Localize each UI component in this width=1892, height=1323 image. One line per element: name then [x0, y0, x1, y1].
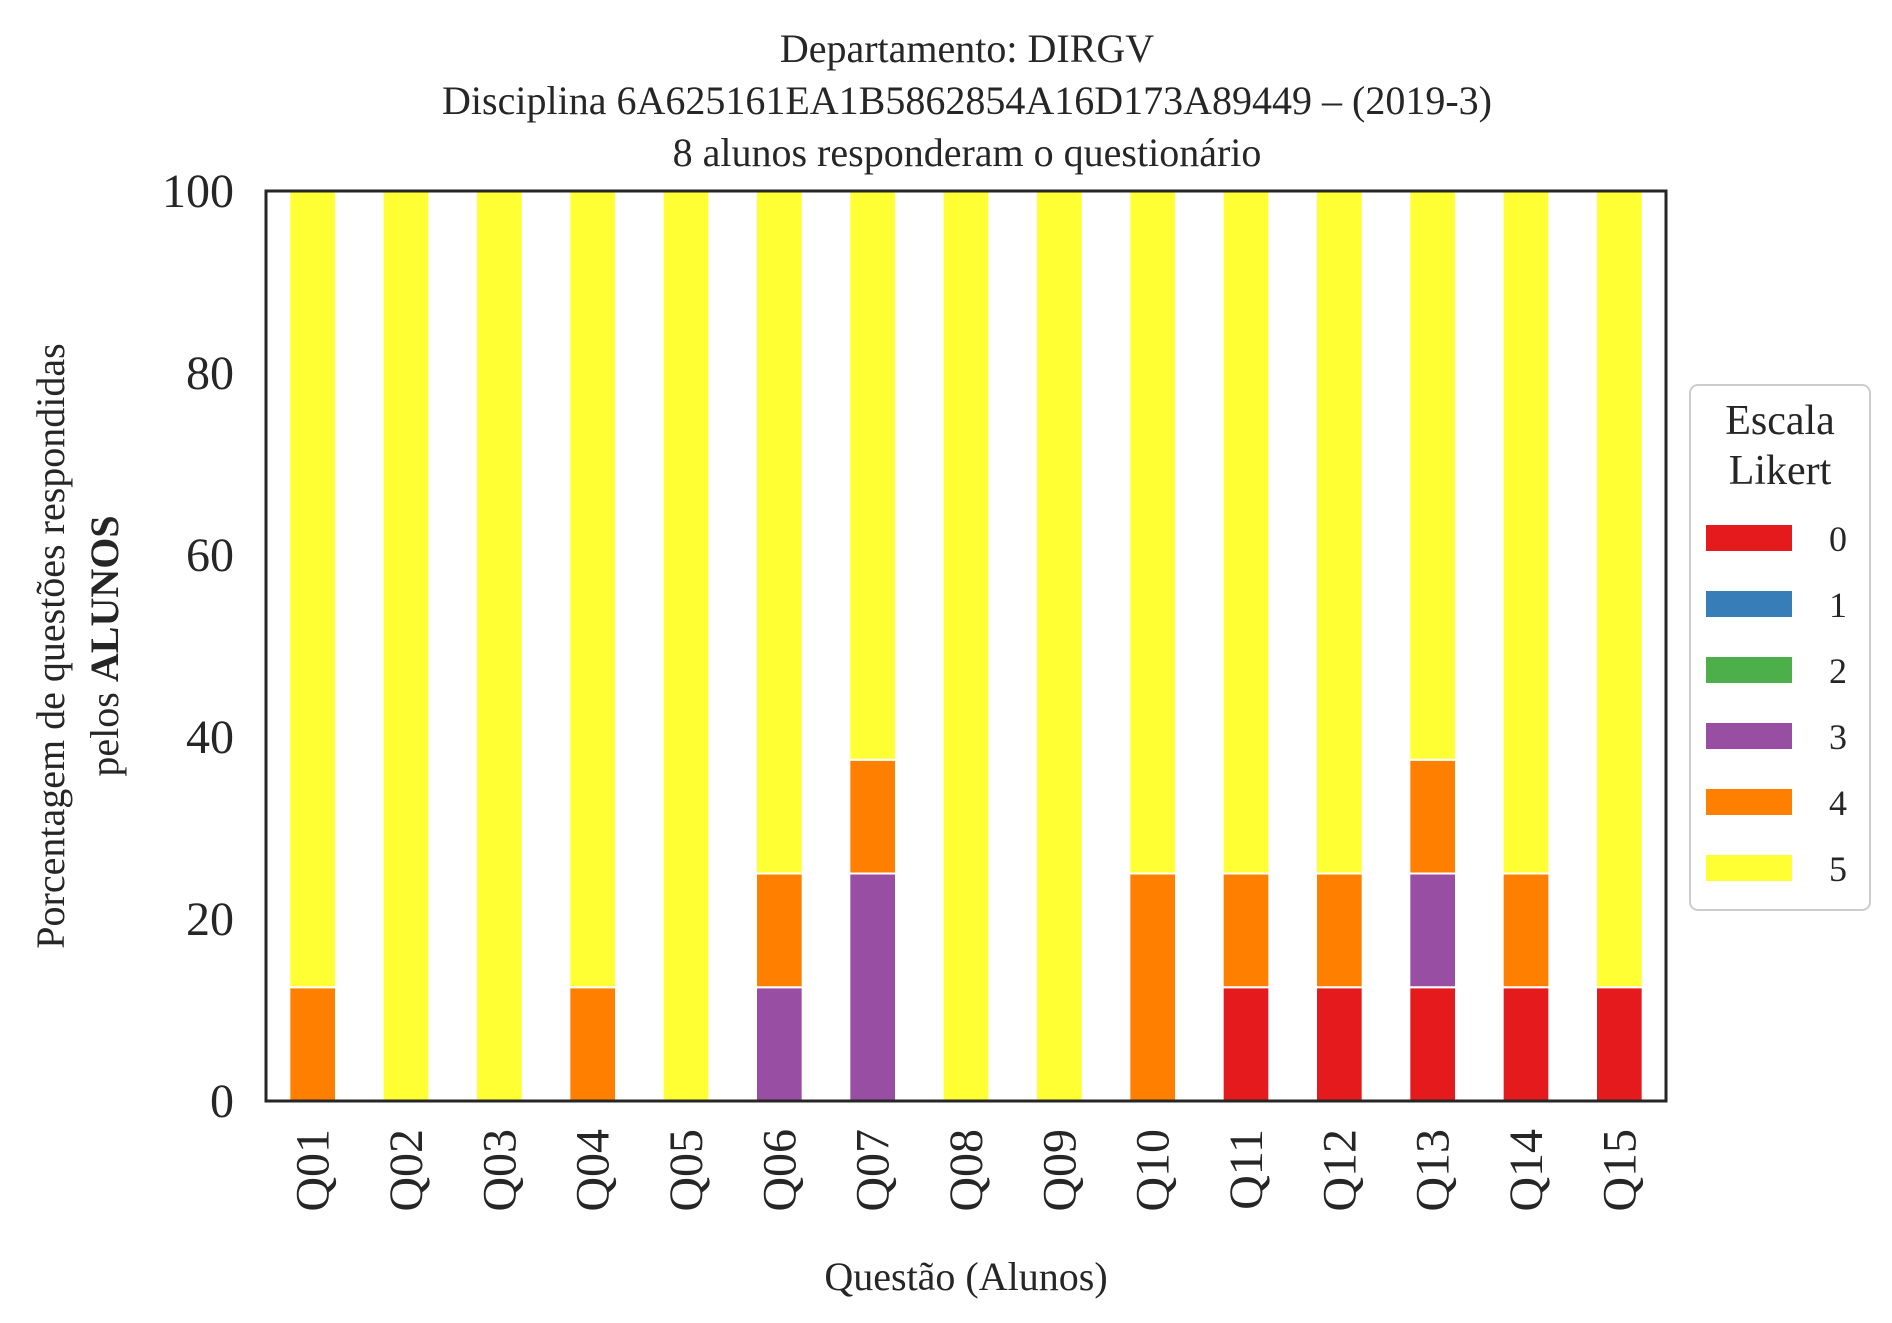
y-axis-ticks: 0 20 40 60 80 100 [162, 165, 234, 1128]
bar-q03-level-5 [475, 190, 524, 1102]
legend-frame [1689, 384, 1871, 911]
y-tick-label: 60 [186, 529, 234, 582]
legend-swatch-1 [1706, 591, 1792, 617]
legend-label-4: 4 [1829, 783, 1847, 823]
title-line-2: Disciplina 6A625161EA1B5862854A16D173A89… [442, 78, 1492, 123]
x-tick-label: Q06 [753, 1129, 806, 1212]
bar-q14-level-0 [1501, 986, 1551, 1102]
bar-q01-level-4 [288, 986, 338, 1102]
y-axis-label: Porcentagem de questões respondidas pelo… [28, 343, 127, 948]
x-tick-label: Q05 [660, 1129, 713, 1212]
bar-q13-level-0 [1408, 986, 1458, 1102]
y-axis-label-prefix: pelos [82, 682, 127, 776]
bar-q10-level-4 [1128, 872, 1178, 1102]
y-axis-label-line-1: Porcentagem de questões respondidas [28, 343, 73, 948]
bar-q11-level-0 [1221, 986, 1271, 1102]
x-tick-label: Q14 [1500, 1129, 1553, 1212]
legend-label-2: 2 [1829, 651, 1847, 691]
plot-area-frame [264, 189, 1668, 1103]
x-tick-label: Q10 [1127, 1129, 1180, 1212]
x-tick-label: Q04 [567, 1129, 620, 1212]
bar-q01-level-5 [288, 190, 338, 989]
x-tick-label: Q02 [380, 1129, 433, 1212]
y-tick-label: 0 [210, 1075, 234, 1128]
y-tick-label: 100 [162, 165, 234, 218]
legend-swatch-0 [1706, 525, 1792, 551]
x-tick-label: Q03 [473, 1129, 526, 1212]
y-axis-label-line-2: pelos ALUNOS [82, 515, 127, 776]
y-tick-label: 20 [186, 893, 234, 946]
y-tick-label: 40 [186, 711, 234, 764]
bar-q04-level-4 [568, 986, 617, 1102]
bars [288, 190, 1644, 1102]
legend-title-line-2: Likert [1729, 448, 1832, 494]
legend-swatch-3 [1706, 723, 1792, 749]
x-tick-label: Q11 [1220, 1129, 1273, 1210]
legend-label-0: 0 [1829, 519, 1847, 559]
bar-q09-level-5 [1035, 190, 1084, 1102]
legend-swatch-5 [1706, 855, 1792, 881]
legend: Escala Likert 0 1 2 3 4 5 [1689, 384, 1871, 911]
legend-swatch-4 [1706, 789, 1792, 815]
legend-label-1: 1 [1829, 585, 1847, 625]
x-tick-label: Q01 [287, 1129, 340, 1212]
bar-q07-level-3 [848, 872, 897, 1102]
bar-q12-level-4 [1315, 872, 1364, 989]
x-tick-label: Q08 [940, 1129, 993, 1212]
legend-swatch-2 [1706, 657, 1792, 683]
bar-q06-level-3 [755, 986, 804, 1102]
bar-q04-level-5 [568, 190, 617, 989]
bar-q14-level-4 [1501, 872, 1551, 989]
legend-label-3: 3 [1829, 717, 1847, 757]
chart-title: Departamento: DIRGV Disciplina 6A625161E… [442, 26, 1492, 175]
x-axis-ticks: Q01 Q02 Q03 Q04 Q05 Q06 Q07 Q08 Q09 Q10 Q11 Q12 Q13 Q… [287, 1129, 1647, 1212]
bar-q13-level-3 [1408, 872, 1458, 989]
y-axis-label-bold: ALUNOS [82, 515, 127, 682]
bar-q07-level-4 [848, 758, 897, 875]
bar-q11-level-5 [1221, 190, 1271, 875]
bar-q12-level-0 [1315, 986, 1364, 1102]
bar-q06-level-4 [755, 872, 804, 989]
title-line-1: Departamento: DIRGV [780, 26, 1154, 71]
bar-q10-level-5 [1128, 190, 1178, 875]
legend-items: 0 1 2 3 4 5 [1706, 519, 1847, 889]
bar-q08-level-5 [941, 190, 991, 1102]
x-tick-label: Q07 [847, 1129, 900, 1212]
x-tick-label: Q12 [1313, 1129, 1366, 1212]
bar-q07-level-5 [848, 190, 897, 761]
legend-label-5: 5 [1829, 849, 1847, 889]
bar-q06-level-5 [755, 190, 804, 875]
bar-q15-level-5 [1595, 190, 1644, 989]
x-tick-label: Q09 [1033, 1129, 1086, 1212]
bar-q15-level-0 [1595, 986, 1644, 1102]
bar-q02-level-5 [381, 190, 431, 1102]
x-tick-label: Q15 [1593, 1129, 1646, 1212]
bar-q14-level-5 [1501, 190, 1551, 875]
y-tick-label: 80 [186, 347, 234, 400]
bar-q13-level-5 [1408, 190, 1458, 761]
x-tick-label: Q13 [1407, 1129, 1460, 1212]
bar-q12-level-5 [1315, 190, 1364, 875]
legend-title-line-1: Escala [1725, 398, 1835, 444]
bar-q05-level-5 [661, 190, 711, 1102]
bar-q11-level-4 [1221, 872, 1271, 989]
bar-q13-level-4 [1408, 758, 1458, 875]
x-axis-label: Questão (Alunos) [824, 1254, 1107, 1299]
title-line-3: 8 alunos responderam o questionário [673, 130, 1262, 175]
